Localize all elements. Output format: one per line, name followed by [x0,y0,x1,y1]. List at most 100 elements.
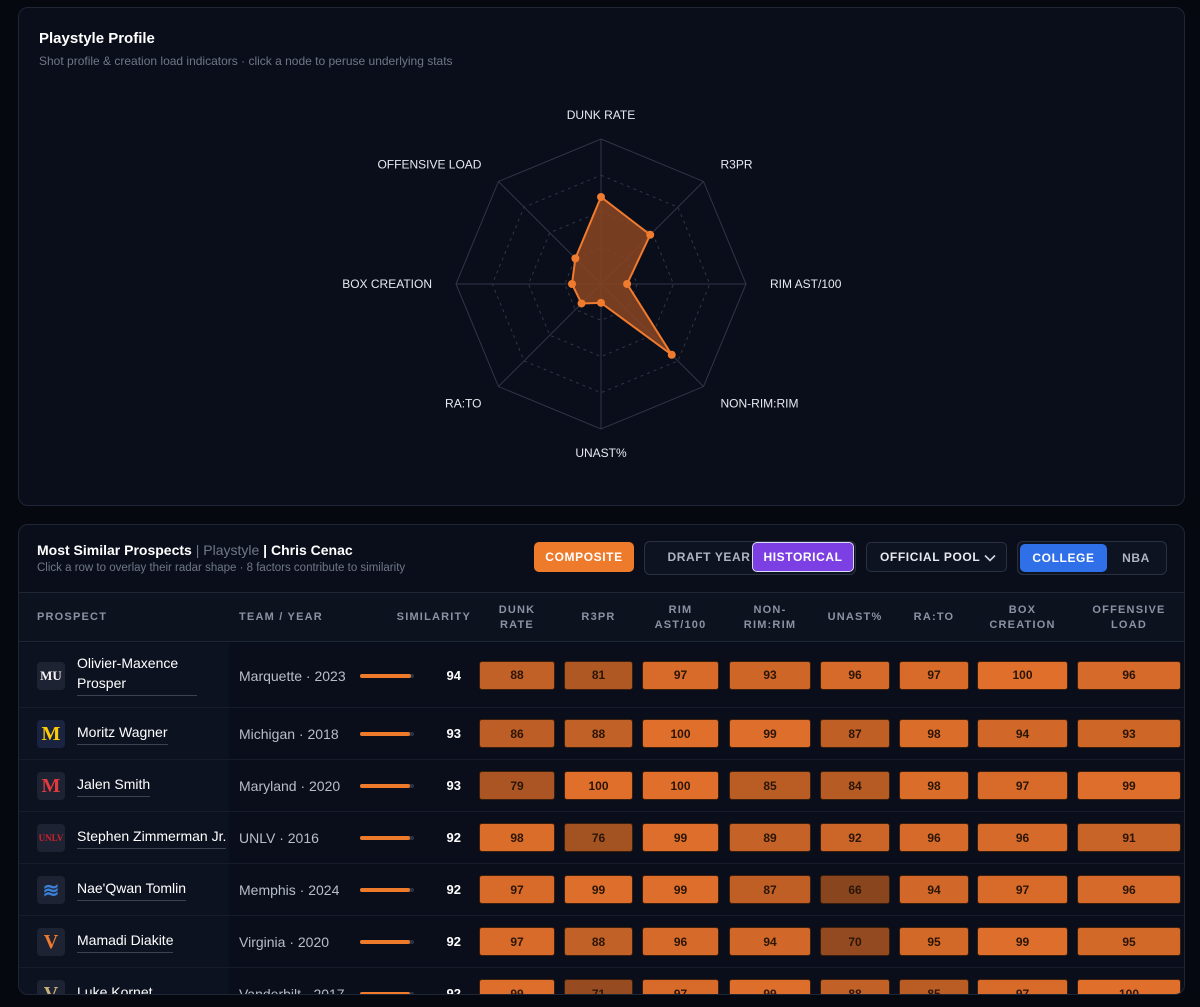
stat-cell: 97 [642,979,719,994]
stat-cell: 94 [899,875,969,904]
radar-axis-label: RIM AST/100 [770,277,842,291]
stat-cell: 99 [729,719,811,748]
team-year: Virginia · 2020 [239,934,330,950]
similar-title-player: Chris Cenac [270,542,353,558]
prospect-name[interactable]: Nae'Qwan Tomlin [77,878,187,901]
radar-axis-label: OFFENSIVE LOAD [377,157,481,171]
prospect-name[interactable]: Jalen Smith [77,774,151,797]
col-offensive-load[interactable]: OFFENSIVE LOAD [1077,603,1181,633]
composite-button[interactable]: COMPOSITE [534,542,634,572]
stat-cell: 95 [1077,927,1181,956]
team-year: UNLV · 2016 [239,830,319,846]
stat-cell: 88 [564,719,633,748]
similarity-value: 92 [446,934,461,949]
col-non-rim-rim[interactable]: NON- RIM:RIM [729,603,811,633]
stat-cell: 99 [729,979,811,994]
stat-cell: 97 [479,875,555,904]
pool-select-value: OFFICIAL POOL [880,550,981,564]
similarity-bar-fill [360,732,411,736]
nba-button[interactable]: NBA [1122,551,1150,565]
historical-button[interactable]: HISTORICAL [752,542,854,572]
table-row[interactable]: V Luke Kornet Vanderbilt · 2017 92 99 71 97 99 8… [19,968,1184,995]
stat-cell: 100 [1077,979,1181,994]
radar-axis-label: R3PR [721,157,753,171]
stat-cell: 97 [977,979,1068,994]
prospect-name[interactable]: Mamadi Diakite [77,930,174,953]
radar-node[interactable] [623,280,632,288]
col-box-creation-line2: CREATION [989,619,1056,631]
col-r3pr[interactable]: R3PR [581,611,616,623]
team-year: Maryland · 2020 [239,778,341,794]
stat-cell: 91 [1077,823,1181,852]
similar-title-text: Most Similar Prospects [37,542,192,558]
radar-node[interactable] [577,299,586,308]
table-row[interactable]: ≋ Nae'Qwan Tomlin Memphis · 2024 92 97 99 99 87… [19,864,1184,916]
col-dunk-rate[interactable]: DUNK RATE [479,603,555,633]
radar-axis-label: RA:TO [445,397,481,411]
radar-panel-title: Playstyle Profile [39,30,155,47]
radar-node[interactable] [597,298,605,307]
stat-cell: 99 [564,875,633,904]
radar-node[interactable] [667,350,676,359]
table-row[interactable]: V Mamadi Diakite Virginia · 2020 92 97 88 96 94… [19,916,1184,968]
team-logo: V [37,980,65,994]
similarity-bar-fill [360,673,411,678]
col-non-rim-line2: RIM:RIM [743,619,797,631]
playstyle-profile-panel: Playstyle Profile Shot profile & creatio… [18,7,1185,506]
team-logo: UNLV [37,824,65,852]
radar-node[interactable] [646,230,655,239]
stat-cell: 76 [564,823,633,852]
stat-cell: 97 [977,875,1068,904]
stat-cell: 98 [899,771,969,800]
col-rim-ast-line2: AST/100 [654,619,707,631]
table-row[interactable]: UNLV Stephen Zimmerman Jr. UNLV · 2016 92 98… [19,812,1184,864]
team-year: Michigan · 2018 [239,726,339,742]
stat-cell: 97 [642,660,719,690]
col-team-year[interactable]: TEAM / YEAR [239,611,323,623]
col-rim-ast-line1: RIM [668,604,693,616]
stat-cell: 71 [564,979,633,994]
stat-cell: 66 [820,875,890,904]
col-similarity[interactable]: SIMILARITY [396,611,471,623]
stat-cell: 96 [820,660,890,690]
stat-cell: 96 [1077,875,1181,904]
col-offensive-load-line1: OFFENSIVE [1092,604,1166,616]
table-row[interactable]: M Jalen Smith Maryland · 2020 93 79 100 100 85 8… [19,760,1184,812]
col-box-creation[interactable]: BOX CREATION [977,603,1068,633]
table-row[interactable]: MU Olivier-Maxence Prosper Marquette · 202… [19,643,1184,708]
radar-chart[interactable]: DUNK RATE R3PR RIM AST/100 NON-RIM:RIM UNAST… [19,8,1184,505]
team-year: Memphis · 2024 [239,882,340,898]
similar-title: Most Similar Prospects | Playstyle | Chr… [37,542,353,558]
pool-select[interactable]: OFFICIAL POOL [866,542,1007,572]
radar-node[interactable] [568,280,576,288]
col-ra-to[interactable]: RA:TO [913,611,955,623]
stat-cell: 81 [564,660,633,690]
team-logo: M [37,720,65,748]
radar-panel-subtitle: Shot profile & creation load indicators … [39,54,453,68]
team-logo: MU [37,661,65,690]
prospect-name[interactable]: Moritz Wagner [77,722,168,745]
stat-cell: 79 [479,771,555,800]
radar-node[interactable] [597,193,605,201]
stat-cell: 99 [1077,771,1181,800]
stat-cell: 96 [642,927,719,956]
prospect-name[interactable]: Olivier-Maxence Prosper [77,653,197,696]
col-prospect[interactable]: PROSPECT [37,611,108,623]
col-unast[interactable]: UNAST% [827,611,883,623]
draft-year-button[interactable]: DRAFT YEAR [667,550,751,564]
prospect-name[interactable]: Luke Kornet [77,982,153,994]
team-year: Vanderbilt · 2017 [239,986,345,995]
stat-cell: 95 [899,927,969,956]
radar-node[interactable] [571,254,580,263]
team-logo: ≋ [37,876,65,904]
prospect-name[interactable]: Stephen Zimmerman Jr. [77,826,227,849]
col-box-creation-line1: BOX [1008,604,1037,616]
similar-prospects-panel: Most Similar Prospects | Playstyle | Chr… [18,524,1185,995]
col-rim-ast[interactable]: RIM AST/100 [642,603,719,633]
col-dunk-rate-line2: RATE [500,619,534,631]
college-button[interactable]: COLLEGE [1020,544,1107,572]
radar-axis-label: DUNK RATE [567,108,635,122]
stat-cell: 88 [820,979,890,994]
stat-cell: 97 [977,771,1068,800]
table-row[interactable]: M Moritz Wagner Michigan · 2018 93 86 88 100 99… [19,708,1184,760]
